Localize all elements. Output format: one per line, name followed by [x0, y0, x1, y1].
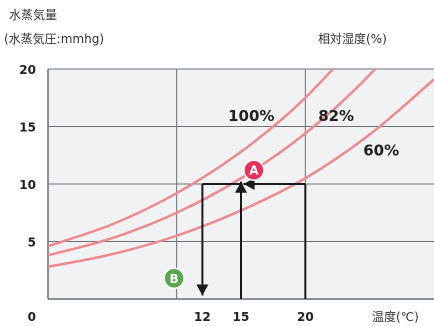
arrow-path: [196, 178, 307, 299]
y-axis-title-line-1: 水蒸気量: [9, 7, 57, 22]
x-tick-label: 0: [28, 310, 36, 324]
arrowhead: [196, 284, 209, 296]
series-label: 100%: [228, 107, 274, 125]
series-label: 60%: [363, 141, 399, 159]
x-tick-label: 15: [233, 310, 250, 324]
y-tick-label: 20: [19, 63, 36, 77]
y-tick-label: 5: [28, 236, 36, 250]
series-legend-title: 相対湿度(%): [318, 31, 387, 46]
x-tick-label: 12: [194, 310, 211, 324]
tick-labels: 5 10 15 20 0 12 15 20: [19, 63, 313, 324]
series-curve-0: [48, 69, 335, 248]
y-tick-label: 10: [19, 178, 36, 192]
arrowhead: [235, 181, 247, 193]
x-axis-title: 温度(℃): [372, 309, 419, 324]
series-labels: 100% 82% 60%: [228, 107, 399, 160]
x-tick-label: 20: [297, 310, 314, 324]
series-label: 82%: [318, 107, 354, 125]
marker-a-label: A: [249, 164, 259, 178]
y-axis-title-line-2: (水蒸気圧:mmhg): [4, 31, 104, 46]
markers: AB: [163, 159, 265, 290]
y-tick-label: 15: [19, 121, 36, 135]
arrowhead: [243, 178, 255, 190]
marker-b-label: B: [170, 272, 179, 286]
series-curve-1: [48, 69, 377, 257]
marker-a-circle: [243, 159, 265, 181]
marker-b-circle: [163, 267, 185, 290]
